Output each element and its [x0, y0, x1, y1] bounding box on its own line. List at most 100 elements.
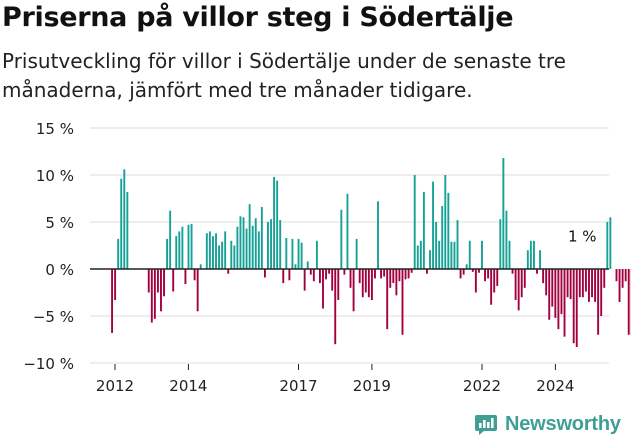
y-tick-label: −10 %	[23, 355, 74, 373]
bar	[215, 233, 217, 269]
bar	[569, 269, 572, 300]
bar	[181, 226, 184, 269]
bar	[536, 269, 538, 274]
x-tick-label: 2014	[169, 377, 207, 395]
bar	[312, 269, 315, 282]
bar	[208, 231, 211, 269]
bar	[523, 269, 526, 288]
x-tick-label: 2024	[536, 377, 574, 395]
bar	[300, 242, 303, 269]
bar	[358, 269, 361, 284]
bar	[413, 175, 416, 269]
last-value-label: 1 %	[568, 228, 597, 246]
bar	[511, 269, 514, 274]
bar	[566, 269, 569, 298]
gridlines	[90, 127, 609, 364]
bar	[193, 269, 196, 281]
bar	[346, 193, 349, 269]
bar	[401, 269, 404, 335]
bar	[584, 269, 587, 292]
bar	[364, 269, 367, 293]
bar	[355, 238, 358, 269]
x-tick-label: 2022	[463, 377, 501, 395]
bar	[419, 240, 422, 269]
y-axis: 15 % 10 % 5 % 0 % −5 % −10 %	[23, 120, 74, 373]
bar	[572, 269, 575, 344]
bar	[260, 206, 263, 269]
bar	[575, 269, 578, 348]
bar	[560, 269, 563, 315]
bar	[190, 223, 193, 269]
bar	[447, 192, 450, 269]
bar	[123, 169, 126, 269]
bar	[578, 269, 581, 298]
bar	[187, 224, 190, 269]
bar	[263, 269, 266, 278]
bar	[248, 204, 251, 269]
bar	[279, 220, 282, 269]
bar	[563, 269, 566, 337]
bar	[462, 269, 465, 275]
x-tick-label: 2017	[279, 377, 317, 395]
bar	[621, 269, 624, 288]
bar	[520, 269, 523, 298]
bar	[627, 269, 630, 335]
y-tick-label: −5 %	[33, 308, 74, 326]
bar	[370, 269, 373, 301]
bar	[554, 269, 557, 318]
bar	[306, 261, 309, 269]
bar	[236, 226, 239, 269]
chart-title: Priserna på villor steg i Södertälje	[2, 2, 514, 33]
bar	[429, 250, 431, 269]
bar	[529, 240, 532, 269]
bar	[551, 269, 554, 307]
annotations: 1 %	[567, 226, 599, 247]
bar	[453, 241, 456, 269]
bar	[303, 269, 306, 291]
bar	[468, 240, 471, 269]
bar	[591, 269, 593, 298]
bar	[465, 264, 468, 269]
bar	[205, 233, 208, 269]
bar	[444, 175, 447, 269]
y-tick-label: 0 %	[45, 261, 74, 279]
bar	[422, 191, 425, 269]
bar	[251, 225, 254, 269]
x-tick-label: 2019	[353, 377, 391, 395]
chart-subtitle: Prisutveckling för villor i Södertälje u…	[2, 49, 566, 102]
bar	[410, 269, 413, 273]
bar	[276, 180, 279, 269]
bar	[545, 269, 548, 296]
bar	[221, 241, 224, 269]
bar	[594, 269, 597, 302]
bar	[343, 269, 346, 275]
bar	[606, 222, 609, 269]
bar	[609, 217, 612, 269]
bar	[496, 269, 499, 286]
brand-name: Newsworthy	[505, 412, 621, 435]
bar	[315, 240, 318, 269]
bar	[416, 245, 419, 269]
bar	[117, 238, 120, 269]
bar	[514, 269, 517, 301]
bar	[254, 218, 257, 269]
bar	[432, 181, 435, 269]
bar	[257, 231, 260, 269]
bar	[184, 269, 187, 285]
brand: Newsworthy	[474, 409, 621, 439]
bar	[474, 269, 477, 293]
bar	[603, 269, 606, 288]
bar	[325, 269, 328, 280]
bar	[459, 269, 462, 279]
bar	[484, 269, 486, 282]
bar	[239, 216, 242, 269]
bar	[389, 269, 392, 288]
bar	[581, 269, 584, 298]
bar	[126, 191, 129, 269]
bar	[367, 269, 370, 298]
bar	[218, 245, 221, 269]
bar-chart: 15 % 10 % 5 % 0 % −5 % −10 % 2012 2014 2017 2019…	[23, 120, 631, 395]
bar	[398, 269, 401, 282]
bar	[150, 269, 153, 323]
bar	[227, 269, 230, 274]
